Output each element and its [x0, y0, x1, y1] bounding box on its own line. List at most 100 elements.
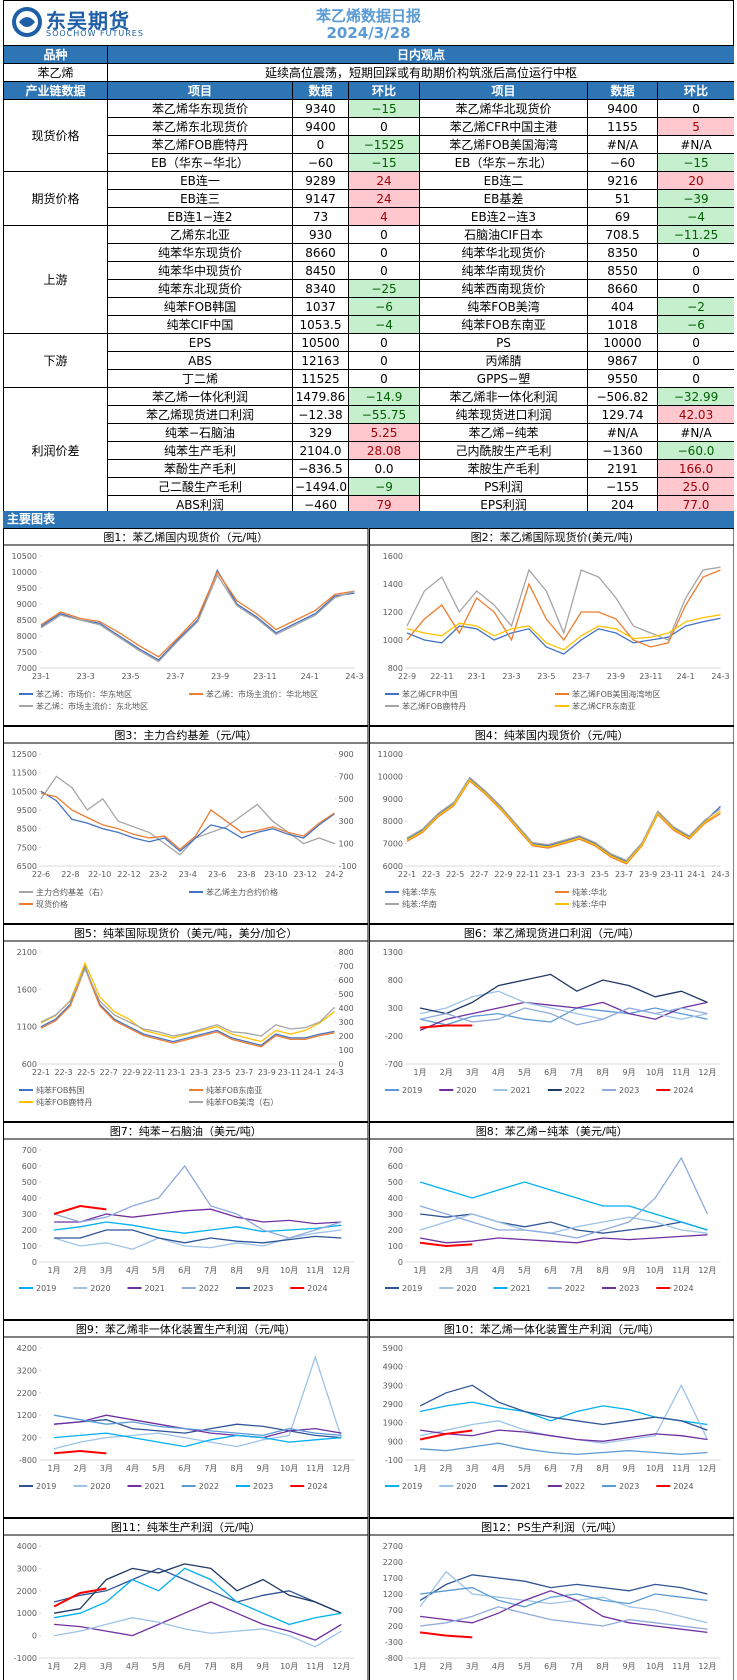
- x-tick-label: 1月: [413, 1266, 426, 1275]
- x-tick-label: 23-3: [190, 1068, 208, 1077]
- item-cell: 己二酸生产毛利: [107, 477, 293, 496]
- y-tick-label: -100: [384, 1456, 402, 1465]
- x-tick-label: 23-9: [606, 672, 624, 681]
- series-line: [419, 1574, 708, 1601]
- item-cell: 纯苯华南现货价: [419, 261, 588, 280]
- x-tick-label: 6月: [544, 1464, 557, 1473]
- value-cell: 9289: [292, 171, 349, 190]
- table-row: 苯乙烯东北现货价 9400 0 苯乙烯CFR中国主港 1155 5: [4, 117, 734, 136]
- y-tick-label: 7500: [17, 843, 37, 852]
- x-tick-label: 11月: [306, 1266, 324, 1275]
- series-line: [419, 1384, 708, 1431]
- value-cell: 2104.0: [292, 441, 349, 460]
- table-row: 纯苯−石脑油 329 5.25 苯乙烯−纯苯 #N/A #N/A: [4, 423, 734, 442]
- series-line: [419, 990, 708, 1020]
- x-tick-label: 5月: [518, 1068, 531, 1077]
- change-cell: −4: [656, 207, 734, 226]
- x-tick-label: 1月: [413, 1662, 426, 1671]
- panel-border: [3, 1518, 369, 1680]
- series-line: [54, 1449, 107, 1455]
- y2-tick-label: 300: [339, 1018, 354, 1027]
- panel-border: [368, 1122, 734, 1320]
- y-tick-label: -300: [384, 1638, 402, 1647]
- x-tick-label: 10月: [646, 1464, 664, 1473]
- series-line: [419, 1234, 707, 1244]
- legend-label: 2020: [90, 1482, 110, 1491]
- x-tick-label: 10月: [646, 1266, 664, 1275]
- x-tick-label: 2月: [439, 1266, 452, 1275]
- x-tick-label: 22-9: [397, 672, 415, 681]
- x-tick-label: 22-11: [430, 672, 453, 681]
- y-tick-label: 2000: [17, 1587, 37, 1596]
- chart: 图8：苯乙烯−纯苯（美元/吨） 0 100 200 300 400 500 600 700 1月 2…: [368, 1122, 734, 1320]
- legend-label: 现货价格: [36, 899, 68, 909]
- item-cell: 苯乙烯华东现货价: [107, 99, 293, 118]
- series-line: [53, 1354, 343, 1450]
- x-tick-label: 10月: [646, 1662, 664, 1671]
- legend-label: 2022: [199, 1284, 219, 1293]
- legend-label: 2021: [510, 1482, 530, 1491]
- x-tick-label: 22-6: [32, 870, 50, 879]
- value-cell: −506.82: [587, 387, 658, 406]
- x-tick-label: 2月: [439, 1068, 452, 1077]
- change-cell: #N/A: [656, 423, 734, 442]
- y-tick-label: 7000: [382, 840, 402, 849]
- item-cell: 己内酰胺生产毛利: [419, 441, 588, 460]
- legend-label: 纯苯FOB东南亚: [206, 1085, 262, 1095]
- change-cell: −2: [656, 297, 734, 316]
- series-line: [53, 1204, 107, 1215]
- x-tick-label: 23-9: [258, 1068, 276, 1077]
- legend-label: 苯乙烯CFR东南亚: [572, 701, 636, 711]
- y-tick-label: 300: [387, 1004, 402, 1013]
- logo-icon: [12, 7, 42, 37]
- x-tick-label: 22-3: [54, 1068, 72, 1077]
- column-header: 产业链数据: [3, 81, 108, 100]
- item-cell: PS: [419, 333, 588, 352]
- y-tick-label: 1900: [382, 1419, 402, 1428]
- y-tick-label: 6000: [382, 862, 402, 871]
- panel-border: [368, 726, 734, 924]
- chart: 图2：苯乙烯国际现货价(美元/吨) 800 1000 1200 1400 1600 22-9…: [368, 528, 734, 726]
- series-line: [419, 1429, 707, 1442]
- chart-title: 图9：苯乙烯非一体化装置生产利润（元/吨）: [76, 1322, 296, 1336]
- x-tick-label: 5月: [152, 1464, 165, 1473]
- x-tick-label: 23-8: [237, 870, 255, 879]
- value-cell: −1360: [587, 441, 658, 460]
- change-cell: −32.99: [656, 387, 734, 406]
- value-cell: −60: [587, 153, 658, 172]
- value-cell: 1053.5: [292, 315, 349, 334]
- item-cell: 苯乙烯一体化利润: [107, 387, 293, 406]
- x-tick-label: 11月: [306, 1662, 324, 1671]
- change-cell: 0: [348, 333, 420, 352]
- x-tick-label: 3月: [465, 1266, 478, 1275]
- x-tick-label: 4月: [126, 1662, 139, 1671]
- change-cell: 0: [348, 117, 420, 136]
- column-header: 环比: [656, 81, 734, 100]
- chart-title: 图6：苯乙烯现货进口利润（元/吨）: [463, 926, 639, 940]
- change-cell: −60.0: [656, 441, 734, 460]
- item-cell: 纯苯西南现货价: [419, 279, 588, 298]
- item-cell: EB连一: [107, 171, 293, 190]
- x-tick-label: 4月: [126, 1266, 139, 1275]
- panel-border: [368, 528, 734, 726]
- y-tick-label: 1600: [382, 552, 402, 561]
- value-cell: 9147: [292, 189, 349, 208]
- series-line: [40, 961, 335, 1043]
- x-tick-label: 1月: [48, 1464, 61, 1473]
- item-cell: 纯苯华北现货价: [419, 243, 588, 262]
- table-row: 纯苯华中现货价 8450 0 纯苯华南现货价 8550 0: [4, 261, 734, 280]
- value-cell: 9867: [587, 351, 658, 370]
- value-cell: −836.5: [292, 459, 349, 478]
- change-cell: −1525: [348, 135, 420, 154]
- x-tick-label: 8月: [596, 1068, 609, 1077]
- group-cell: 利润价差: [3, 387, 108, 514]
- series-line: [53, 1414, 342, 1437]
- change-cell: 0.0: [348, 459, 420, 478]
- table-row: EB连三 9147 24 EB基差 51 −39: [4, 189, 734, 208]
- item-cell: 石脑油CIF日本: [419, 225, 588, 244]
- change-cell: −9: [348, 477, 420, 496]
- group-cell: 期货价格: [3, 171, 108, 226]
- legend-label: 2023: [253, 1284, 273, 1293]
- value-cell: 9400: [292, 117, 349, 136]
- legend-label: 苯乙烯：市场价：华东地区: [36, 689, 132, 699]
